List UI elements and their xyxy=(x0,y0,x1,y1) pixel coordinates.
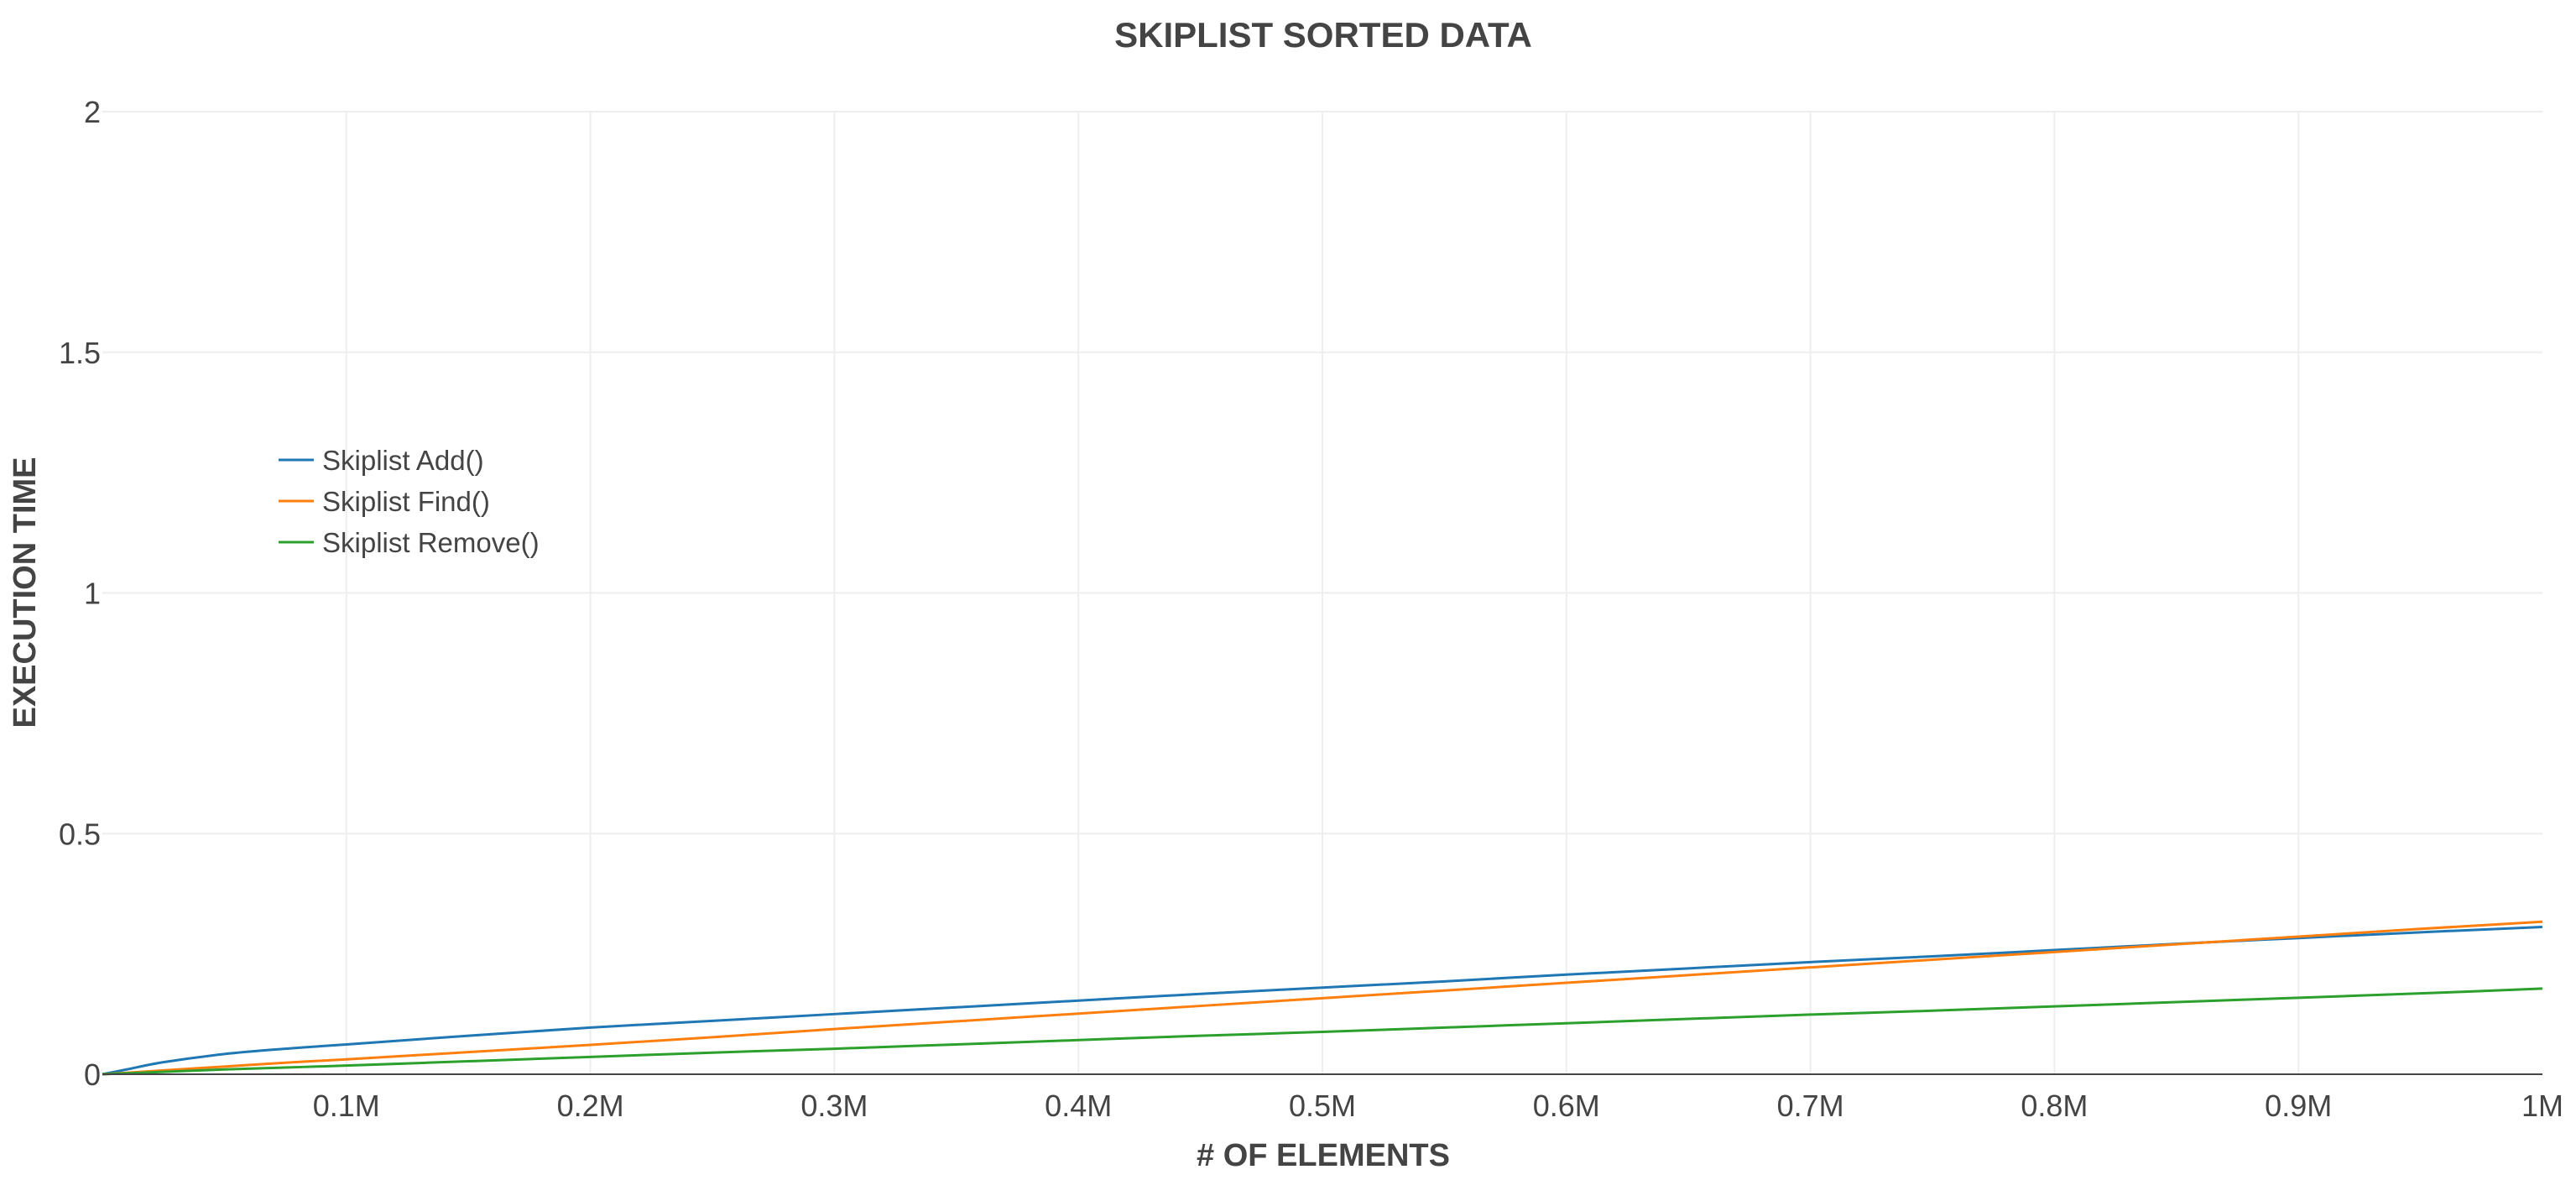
x-tick-label: 0.6M xyxy=(1533,1089,1600,1123)
x-tick-label: 0.9M xyxy=(2265,1089,2332,1123)
y-tick-label: 0 xyxy=(84,1057,101,1092)
x-tick-label: 0.7M xyxy=(1777,1089,1844,1123)
y-axis-title: EXECUTION TIME xyxy=(8,457,43,728)
x-tick-label: 1M xyxy=(2521,1089,2563,1123)
y-tick-label: 1 xyxy=(84,577,101,611)
chart-title: SKIPLIST SORTED DATA xyxy=(1114,15,1532,55)
x-tick-label: 0.3M xyxy=(800,1089,868,1123)
axis-layer: 0.1M 0.2M 0.3M 0.4M 0.5M 0.6M 0.7M 0.8M 0.9M 1M 0 0… xyxy=(59,95,2563,1123)
series-line-1[interactable] xyxy=(102,926,2543,1076)
x-tick-label: 0.1M xyxy=(313,1089,380,1123)
x-tick-label: 0.5M xyxy=(1289,1089,1356,1123)
y-tick-label: 1.5 xyxy=(59,336,101,370)
legend-item[interactable]: Skiplist Add() xyxy=(279,445,484,476)
y-tick-label: 2 xyxy=(84,95,101,129)
x-tick-label: 0.4M xyxy=(1045,1089,1112,1123)
legend-label: Skiplist Find() xyxy=(322,486,490,517)
legend-label: Skiplist Remove() xyxy=(322,527,540,558)
series-line-3[interactable] xyxy=(102,987,2543,1076)
x-tick-label: 0.8M xyxy=(2021,1089,2088,1123)
series-line-2[interactable] xyxy=(102,920,2543,1076)
legend-label: Skiplist Add() xyxy=(322,445,484,476)
x-tick-label: 0.2M xyxy=(557,1089,624,1123)
legend-item[interactable]: Skiplist Find() xyxy=(279,486,490,517)
y-tick-label: 0.5 xyxy=(59,817,101,851)
grid-layer xyxy=(102,111,2542,1074)
x-axis-title: # OF ELEMENTS xyxy=(1197,1138,1450,1173)
legend[interactable]: Skiplist Add() Skiplist Find() Skiplist Re… xyxy=(279,445,540,558)
legend-item[interactable]: Skiplist Remove() xyxy=(279,527,540,558)
series-layer xyxy=(102,920,2543,1076)
